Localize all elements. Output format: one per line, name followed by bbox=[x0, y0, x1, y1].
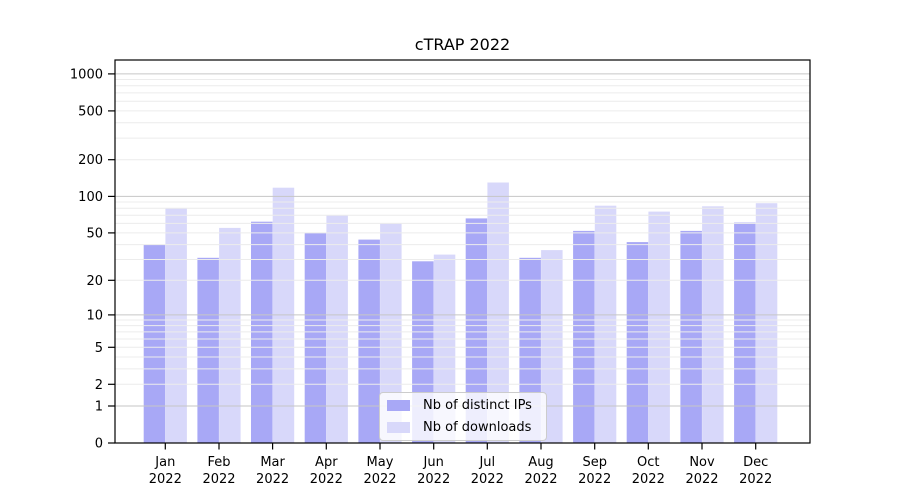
bar bbox=[358, 239, 380, 443]
x-tick-label-month: Feb bbox=[207, 455, 230, 470]
x-tick-label-month: Apr bbox=[315, 455, 338, 470]
x-tick-label-year: 2022 bbox=[685, 472, 718, 487]
legend-item-downloads: Nb of downloads bbox=[380, 418, 546, 437]
x-tick-label-month: Nov bbox=[689, 455, 715, 470]
y-tick-label: 10 bbox=[86, 308, 103, 323]
x-tick-label-year: 2022 bbox=[310, 472, 343, 487]
x-axis-labels: Jan 2022 Feb 2022 Mar 2022 Apr 2022 May 2022 Jun 20… bbox=[149, 443, 772, 487]
bar bbox=[680, 230, 702, 443]
y-tick-label: 0 bbox=[95, 437, 103, 452]
bar bbox=[573, 230, 595, 443]
y-tick-label: 2 bbox=[95, 378, 103, 393]
x-tick-label-month: Jan bbox=[154, 455, 175, 470]
bar bbox=[326, 215, 348, 443]
plot-border bbox=[114, 59, 811, 444]
x-tick-label-month: Dec bbox=[743, 455, 768, 470]
y-axis-labels: 0 1 2 5 10 20 50 100 200 500 1000 bbox=[70, 67, 115, 452]
bar bbox=[219, 227, 241, 443]
x-tick-label-month: Oct bbox=[637, 455, 659, 470]
y-tick-label: 500 bbox=[78, 104, 103, 119]
bar bbox=[755, 203, 778, 443]
legend: Nb of distinct IPs Nb of downloads bbox=[379, 392, 547, 441]
x-tick-label-year: 2022 bbox=[524, 472, 557, 487]
bar bbox=[702, 206, 724, 443]
legend-swatch-downloads bbox=[387, 422, 410, 433]
y-tick-label: 50 bbox=[86, 226, 103, 241]
x-tick-label-month: Mar bbox=[260, 455, 285, 470]
y-tick-label: 1 bbox=[95, 400, 103, 415]
x-tick-label-year: 2022 bbox=[739, 472, 772, 487]
y-tick-label: 1000 bbox=[70, 67, 103, 82]
x-tick-label-year: 2022 bbox=[363, 472, 396, 487]
legend-item-distinct-ips: Nb of distinct IPs bbox=[380, 396, 546, 415]
bar bbox=[143, 244, 166, 443]
bar bbox=[626, 242, 649, 443]
x-tick-label-year: 2022 bbox=[471, 472, 504, 487]
legend-label-distinct-ips: Nb of distinct IPs bbox=[423, 398, 532, 413]
x-tick-label-month: Jun bbox=[423, 455, 444, 470]
bar bbox=[465, 218, 488, 443]
legend-label-downloads: Nb of downloads bbox=[423, 420, 532, 435]
bar bbox=[487, 182, 509, 443]
x-tick-label-year: 2022 bbox=[256, 472, 289, 487]
x-tick-label-year: 2022 bbox=[632, 472, 665, 487]
bar bbox=[380, 223, 402, 443]
y-tick-label: 200 bbox=[78, 153, 103, 168]
bar bbox=[648, 211, 670, 443]
x-tick-label-month: Aug bbox=[528, 455, 553, 470]
legend-swatch-distinct-ips bbox=[387, 400, 410, 411]
x-tick-label-month: May bbox=[367, 455, 394, 470]
x-tick-label-year: 2022 bbox=[578, 472, 611, 487]
bar bbox=[594, 205, 617, 443]
bar bbox=[734, 222, 756, 443]
chart-title: cTRAP 2022 bbox=[414, 35, 511, 54]
x-tick-label-month: Sep bbox=[582, 455, 607, 470]
y-tick-label: 20 bbox=[86, 274, 103, 289]
bar bbox=[304, 232, 327, 443]
x-tick-label-year: 2022 bbox=[417, 472, 450, 487]
y-gridlines-minor bbox=[115, 79, 810, 385]
x-tick-label-year: 2022 bbox=[149, 472, 182, 487]
bar bbox=[197, 257, 219, 443]
x-tick-label-month: Jul bbox=[478, 455, 495, 470]
y-tick-label: 100 bbox=[78, 190, 103, 205]
y-tick-label: 5 bbox=[95, 341, 103, 356]
x-tick-label-year: 2022 bbox=[202, 472, 235, 487]
